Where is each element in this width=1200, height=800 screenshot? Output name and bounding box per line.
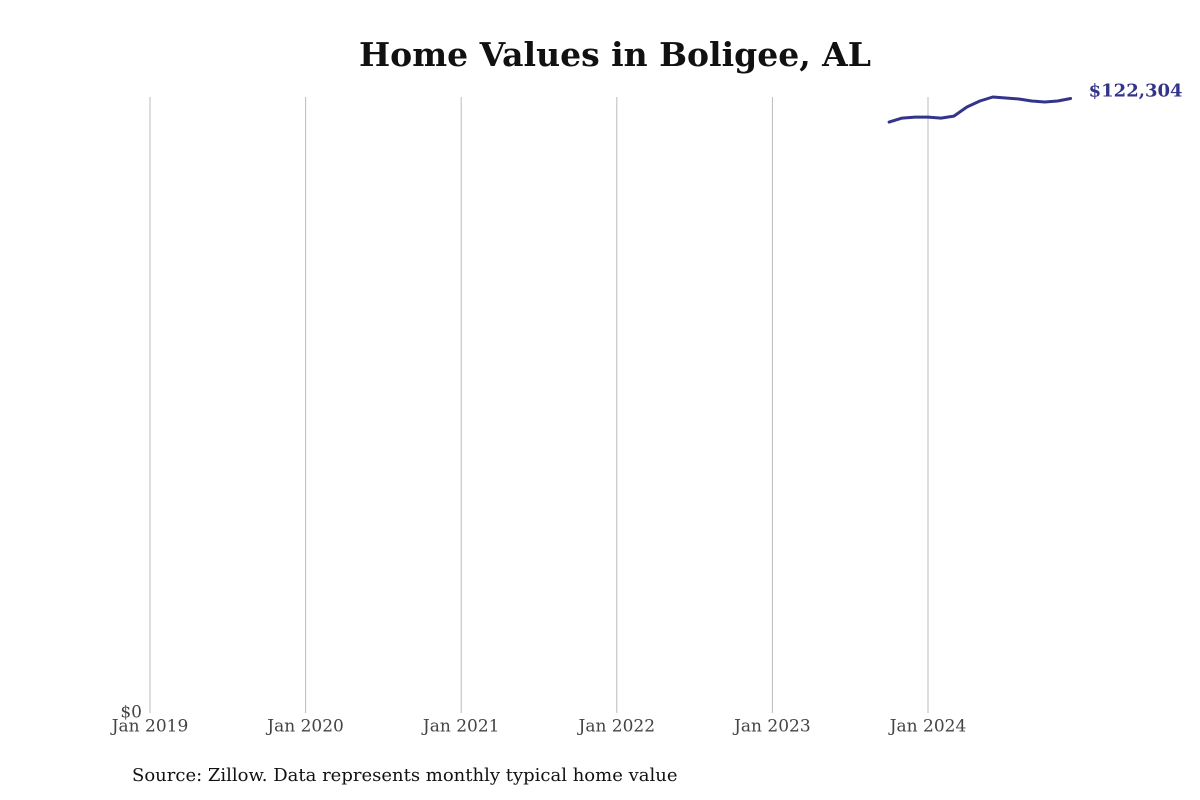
x-tick-label: Jan 2019 xyxy=(110,717,189,737)
y-tick-label: $0 xyxy=(120,703,142,723)
chart-title: Home Values in Boligee, AL xyxy=(359,35,871,74)
x-tick-label: Jan 2021 xyxy=(421,717,500,737)
x-tick-label: Jan 2024 xyxy=(888,717,967,737)
source-note: Source: Zillow. Data represents monthly … xyxy=(132,765,678,786)
x-tick-label: Jan 2022 xyxy=(577,717,656,737)
value-label: $122,304 xyxy=(1089,80,1183,101)
series-line xyxy=(887,95,1073,124)
x-tick-label: Jan 2020 xyxy=(265,717,344,737)
x-tick-label: Jan 2023 xyxy=(732,717,811,737)
